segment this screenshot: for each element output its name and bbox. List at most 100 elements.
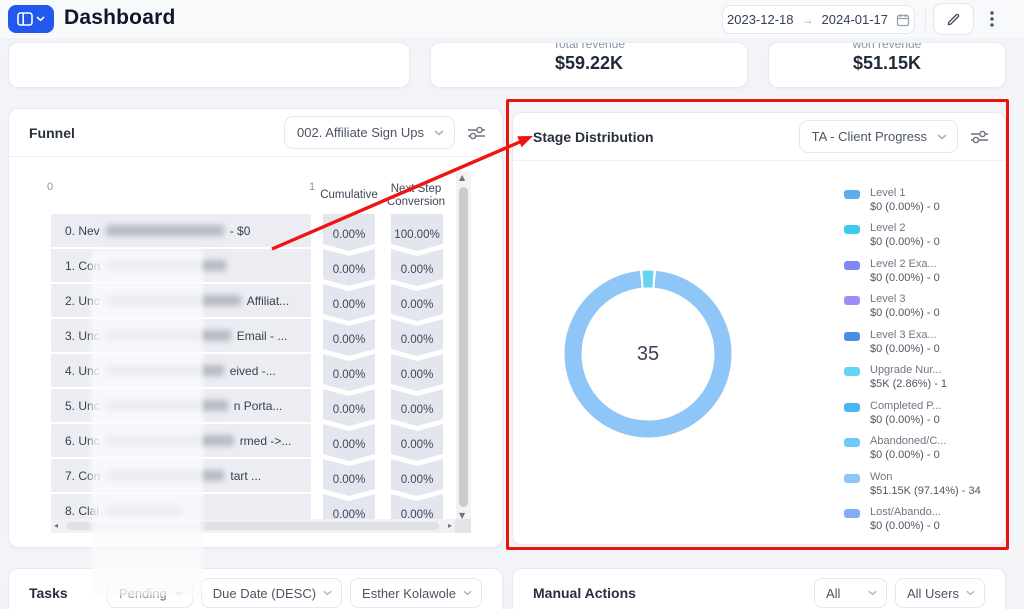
- kpi-value: $59.22K: [554, 53, 624, 73]
- layout-grid-icon: [17, 12, 33, 26]
- chevron-down-icon: [434, 129, 444, 136]
- redacted-text: [105, 225, 224, 236]
- legend-value: $0 (0.00%) - 0: [870, 414, 940, 426]
- scroll-right-icon[interactable]: ▸: [447, 521, 452, 530]
- funnel-col-cumulative: Cumulative: [320, 189, 378, 201]
- legend-value: $0 (0.00%) - 0: [870, 236, 940, 248]
- funnel-col-next-step: Next Step Conversion: [386, 183, 446, 208]
- legend-item[interactable]: Abandoned/C... $0 (0.00%) - 0: [844, 434, 946, 462]
- tasks-sort-filter[interactable]: Due Date (DESC): [200, 578, 343, 608]
- cumulative-cell: 0.00%: [323, 214, 375, 251]
- kpi-card-blank: [8, 42, 410, 88]
- next-step-cell: 0.00%: [391, 424, 443, 461]
- legend-swatch: [844, 509, 860, 518]
- stage-distribution-panel: Stage Distribution TA - Client Progress: [512, 112, 1006, 545]
- legend-item[interactable]: Upgrade Nur... $5K (2.86%) - 1: [844, 363, 947, 391]
- vertical-scrollbar-thumb[interactable]: [459, 187, 468, 507]
- more-options-button[interactable]: [981, 7, 1003, 31]
- legend-swatch: [844, 225, 860, 234]
- kpi-card-total-revenue: Total revenue $59.22K: [430, 42, 748, 88]
- kpi-label: won revenue: [852, 42, 922, 51]
- divider: [925, 8, 926, 30]
- legend-value: $0 (0.00%) - 0: [870, 307, 940, 319]
- manual-actions-title: Manual Actions: [533, 585, 636, 601]
- legend-swatch: [844, 367, 860, 376]
- legend-swatch: [844, 296, 860, 305]
- kpi-card-won-revenue: won revenue $51.15K: [768, 42, 1006, 88]
- legend-swatch: [844, 474, 860, 483]
- legend-name: Level 1: [870, 187, 906, 199]
- legend-item[interactable]: Level 1 $0 (0.00%) - 0: [844, 186, 940, 214]
- next-step-cell: 0.00%: [391, 249, 443, 286]
- calendar-icon: [896, 13, 910, 27]
- stage-selector-dropdown[interactable]: TA - Client Progress: [798, 120, 958, 153]
- stage-label-suffix: tart ...: [230, 468, 262, 483]
- date-range-picker[interactable]: 2023-12-18 → 2024-01-17: [722, 5, 915, 34]
- kebab-menu-icon: [990, 11, 994, 27]
- top-bar: Dashboard 2023-12-18 → 2024-01-17: [0, 0, 1024, 38]
- filter-value: Esther Kolawole: [362, 585, 456, 601]
- layout-switcher-button[interactable]: [8, 5, 54, 33]
- manual-actions-type-filter[interactable]: All: [813, 578, 887, 608]
- stage-selector-value: TA - Client Progress: [811, 129, 927, 144]
- next-step-cell: 0.00%: [391, 354, 443, 391]
- legend-swatch: [844, 332, 860, 341]
- legend-item[interactable]: Level 2 Exa... $0 (0.00%) - 0: [844, 257, 940, 285]
- horizontal-scrollbar-thumb[interactable]: [67, 522, 439, 530]
- next-step-cell: 0.00%: [391, 389, 443, 426]
- legend-name: Level 3: [870, 293, 906, 305]
- vertical-scrollbar[interactable]: ▲ ▼: [456, 171, 471, 523]
- manual-actions-panel: Manual Actions All All Users: [512, 568, 1006, 609]
- stage-label-prefix: 0. Nev: [65, 223, 100, 238]
- legend-name: Level 2: [870, 222, 906, 234]
- redacted-region: [91, 249, 203, 597]
- cumulative-cell: 0.00%: [323, 424, 375, 461]
- next-step-cell: 0.00%: [391, 284, 443, 321]
- legend-item[interactable]: Level 3 $0 (0.00%) - 0: [844, 292, 940, 320]
- legend-name: Completed P...: [870, 400, 942, 412]
- cumulative-cell: 0.00%: [323, 389, 375, 426]
- filter-value: Due Date (DESC): [212, 585, 317, 601]
- funnel-settings-button[interactable]: [467, 125, 486, 141]
- stage-label-prefix: 8. Clai: [65, 503, 100, 518]
- kpi-label: Total revenue: [552, 42, 626, 51]
- tasks-panel: Tasks Pending Due Date (DESC) Esther Kol…: [8, 568, 503, 609]
- kpi-value: $51.15K: [852, 53, 922, 73]
- legend-item[interactable]: Completed P... $0 (0.00%) - 0: [844, 399, 941, 427]
- stage-label-suffix: Email - ...: [236, 328, 288, 343]
- next-step-cell: 0.00%: [391, 319, 443, 356]
- scroll-left-icon[interactable]: ◂: [54, 521, 59, 530]
- legend-value: $51.15K (97.14%) - 34: [870, 485, 981, 497]
- stage-donut-chart: [558, 264, 738, 444]
- legend-item[interactable]: Lost/Abando... $0 (0.00%) - 0: [844, 505, 941, 533]
- legend-value: $0 (0.00%) - 0: [870, 272, 940, 284]
- cumulative-cell: 0.00%: [323, 249, 375, 286]
- arrow-right-icon: →: [801, 12, 814, 27]
- legend-swatch: [844, 190, 860, 199]
- funnel-axis-min: 0: [47, 181, 54, 193]
- date-range-end: 2024-01-17: [821, 12, 889, 27]
- legend-name: Won: [870, 471, 893, 483]
- scroll-up-icon[interactable]: ▲: [459, 173, 466, 182]
- donut-segment-won[interactable]: [564, 270, 732, 438]
- funnel-selector-value: 002. Affiliate Sign Ups: [297, 125, 424, 140]
- legend-swatch: [844, 403, 860, 412]
- tasks-assignee-filter[interactable]: Esther Kolawole: [350, 578, 482, 608]
- sliders-icon: [467, 125, 486, 141]
- stage-settings-button[interactable]: [970, 129, 989, 145]
- tasks-title: Tasks: [29, 585, 68, 601]
- legend-item[interactable]: Level 2 $0 (0.00%) - 0: [844, 221, 940, 249]
- legend-item[interactable]: Level 3 Exa... $0 (0.00%) - 0: [844, 328, 940, 356]
- legend-value: $0 (0.00%) - 0: [870, 449, 940, 461]
- legend-name: Level 3 Exa...: [870, 329, 937, 341]
- legend-item[interactable]: Won $51.15K (97.14%) - 34: [844, 470, 981, 498]
- scroll-down-icon[interactable]: ▼: [459, 511, 466, 520]
- chevron-down-icon: [937, 133, 947, 140]
- legend-value: $0 (0.00%) - 0: [870, 343, 940, 355]
- sliders-icon: [970, 129, 989, 145]
- manual-actions-user-filter[interactable]: All Users: [894, 578, 985, 608]
- funnel-selector-dropdown[interactable]: 002. Affiliate Sign Ups: [284, 116, 455, 149]
- legend-value: $5K (2.86%) - 1: [870, 378, 948, 390]
- stage-label-suffix: Affiliat...: [246, 293, 290, 308]
- edit-dashboard-button[interactable]: [933, 3, 974, 35]
